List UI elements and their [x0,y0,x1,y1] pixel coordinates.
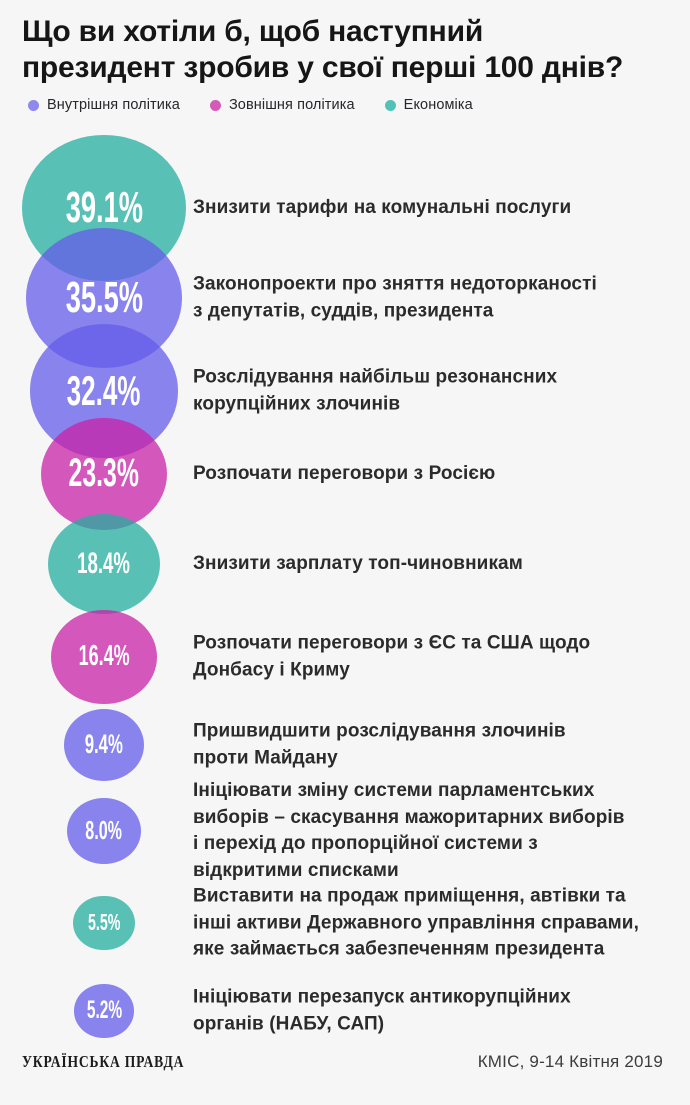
legend-item-economy: Економіка [384,97,473,113]
bubble-value: 5.2% [86,996,122,1025]
bubble-circle: 16.4% [51,609,157,705]
bubble-label: Знизити зарплату топ-чиновникам [193,552,523,574]
legend: Внутрішня політика Зовнішня політика Еконо… [28,97,473,113]
bubble-value: 18.4% [77,546,131,580]
bubble-value: 23.3% [68,451,140,496]
bubble-circle: 23.3% [41,417,167,531]
page-title: Що ви хотіли б, щоб наступний президент … [22,15,624,84]
bubble-label: Розпочати переговори з Росією [193,462,496,484]
ukrainska-pravda-logo: УКРАЇНСЬКА ПРАВДА [22,1052,185,1071]
legend-dot-icon [384,99,396,111]
legend-label: Зовнішня політика [228,97,355,113]
bubble-label: Ініціювати зміну системи парламентських … [193,780,625,881]
footer: УКРАЇНСЬКА ПРАВДА КМІС, 9-14 Квітня 2019 [22,1052,663,1072]
bubble-value: 8.0% [85,815,123,846]
bubble-value: 35.5% [65,272,143,322]
legend-dot-icon [28,99,39,111]
bubble-label: Пришвидшити розслідування злочинів проти… [193,720,566,769]
bubble-circle: 5.2% [74,984,134,1038]
bubble-value: 39.1% [65,182,143,232]
bubble-circle: 9.4% [64,709,144,781]
legend-item-external: Зовнішня політика [209,97,355,113]
bubble-label: Розпочати переговори з ЄС та США щодо До… [193,632,591,681]
bubble-value: 9.4% [84,729,124,760]
bubble-label: Розслідування найбільш резонансних коруп… [193,366,558,415]
bubble-label: Знизити тарифи на комунальні послуги [193,196,572,218]
legend-dot-icon [209,99,221,111]
bubble-value: 16.4% [78,640,130,673]
bubble-value: 5.5% [87,909,121,936]
legend-label: Економіка [403,97,473,113]
legend-label: Внутрішня політика [47,97,180,113]
source-note: КМІС, 9-14 Квітня 2019 [477,1052,663,1071]
bubble-circle: 5.5% [73,895,135,951]
bubble-circle: 18.4% [48,513,160,615]
bubble-circle: 8.0% [67,797,141,865]
bubble-label: Ініціювати перезапуск антикорупційних ор… [193,986,571,1035]
bubble-value: 32.4% [67,366,141,414]
bubble-label: Законопроекти про зняття недоторканості … [193,273,597,322]
bubble-label: Виставити на продаж приміщення, автівки … [193,885,639,960]
legend-item-internal: Внутрішня політика [28,97,180,113]
